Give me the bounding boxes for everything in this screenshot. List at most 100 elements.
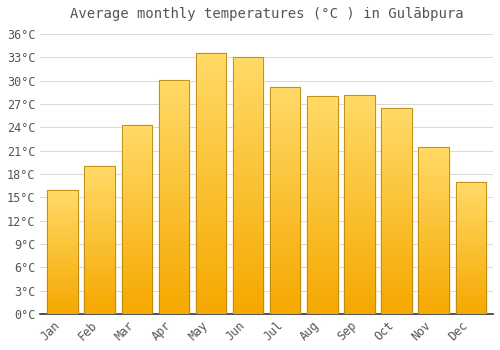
Bar (158, 155, 189, 160)
Bar (122, 231, 152, 234)
Bar (84, 190, 115, 193)
Bar (270, 91, 300, 96)
Bar (456, 251, 486, 253)
Bar (382, 281, 412, 285)
Bar (48, 307, 78, 309)
Bar (48, 202, 78, 204)
Bar (48, 229, 78, 232)
Bar (418, 301, 449, 304)
Bar (48, 262, 78, 264)
Bar (122, 246, 152, 250)
Bar (48, 267, 78, 269)
Bar (418, 217, 449, 220)
Bar (456, 195, 486, 198)
Bar (233, 309, 264, 314)
Bar (233, 88, 264, 93)
Bar (382, 178, 412, 182)
Bar (456, 182, 486, 314)
Bar (456, 261, 486, 264)
Bar (382, 256, 412, 260)
Bar (270, 196, 300, 201)
Bar (270, 309, 300, 314)
Bar (307, 262, 338, 266)
Bar (158, 94, 189, 99)
Bar (418, 237, 449, 240)
Bar (233, 129, 264, 134)
Bar (344, 121, 374, 125)
Bar (344, 95, 374, 99)
Bar (270, 96, 300, 100)
Bar (84, 205, 115, 208)
Bar (158, 178, 189, 183)
Bar (122, 276, 152, 280)
Bar (344, 305, 374, 309)
Bar (307, 223, 338, 227)
Bar (233, 288, 264, 293)
Bar (270, 205, 300, 210)
Bar (344, 112, 374, 117)
Bar (122, 227, 152, 231)
Bar (122, 144, 152, 148)
Bar (270, 173, 300, 178)
Bar (307, 135, 338, 140)
Bar (84, 305, 115, 308)
Bar (344, 139, 374, 143)
Bar (158, 248, 189, 253)
Bar (196, 184, 226, 189)
Bar (196, 153, 226, 158)
Bar (196, 199, 226, 204)
Bar (456, 293, 486, 295)
Bar (382, 161, 412, 166)
Bar (307, 284, 338, 288)
Bar (456, 187, 486, 190)
Bar (84, 311, 115, 314)
Bar (48, 234, 78, 237)
Bar (122, 295, 152, 299)
Bar (382, 128, 412, 133)
Bar (307, 288, 338, 292)
Bar (48, 247, 78, 249)
Bar (196, 168, 226, 173)
Bar (158, 300, 189, 304)
Bar (382, 248, 412, 252)
Bar (158, 174, 189, 178)
Bar (233, 227, 264, 232)
Bar (84, 181, 115, 184)
Bar (158, 295, 189, 300)
Bar (233, 273, 264, 278)
Bar (158, 160, 189, 164)
Bar (196, 251, 226, 257)
Bar (233, 98, 264, 104)
Bar (270, 146, 300, 150)
Bar (233, 165, 264, 170)
Bar (196, 303, 226, 309)
Bar (456, 277, 486, 280)
Bar (48, 309, 78, 312)
Bar (84, 281, 115, 284)
Bar (196, 189, 226, 194)
Bar (382, 252, 412, 256)
Bar (382, 223, 412, 228)
Bar (418, 287, 449, 290)
Bar (307, 257, 338, 262)
Bar (122, 219, 152, 223)
Bar (418, 224, 449, 227)
Bar (48, 254, 78, 257)
Bar (122, 261, 152, 265)
Bar (456, 311, 486, 314)
Bar (344, 279, 374, 283)
Bar (307, 296, 338, 301)
Bar (233, 191, 264, 196)
Bar (418, 280, 449, 284)
Bar (48, 199, 78, 202)
Bar (344, 134, 374, 139)
Bar (344, 182, 374, 187)
Bar (307, 192, 338, 196)
Bar (158, 150, 189, 155)
Bar (84, 237, 115, 240)
Bar (196, 111, 226, 116)
Bar (196, 236, 226, 241)
Bar (456, 200, 486, 203)
Bar (48, 189, 78, 192)
Bar (418, 210, 449, 214)
